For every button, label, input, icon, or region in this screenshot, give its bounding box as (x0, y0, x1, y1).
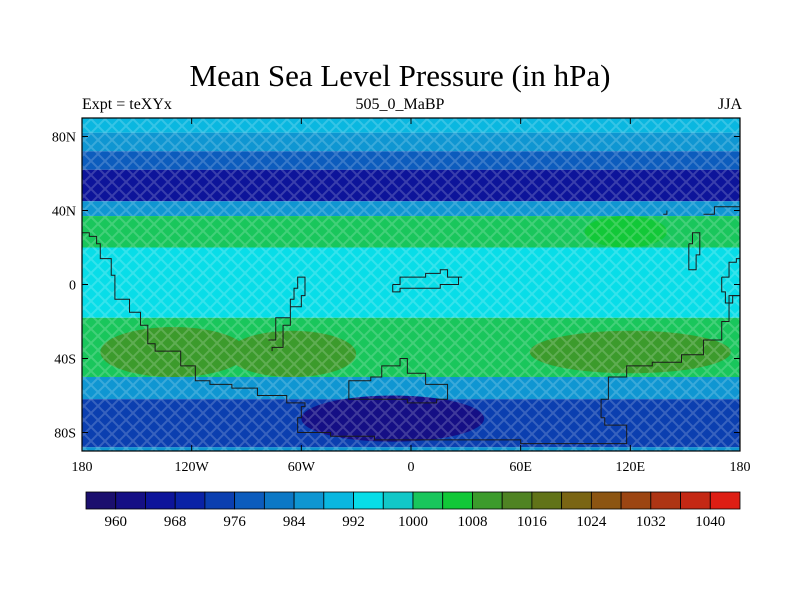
x-tick-label: 180 (730, 460, 751, 475)
coastline-2 (392, 269, 463, 293)
colorbar-swatch (382, 491, 414, 510)
y-tick-label: 80S (54, 427, 76, 442)
colorbar-swatch (293, 491, 325, 510)
colorbar-swatch (620, 491, 652, 510)
colorbar-label: 968 (164, 514, 187, 530)
colorbar-label: 1040 (695, 514, 725, 530)
x-tick-label: 120E (616, 460, 646, 475)
colorbar-swatch (442, 491, 473, 510)
colorbar-label: 976 (223, 514, 246, 530)
coastline-3 (348, 358, 449, 404)
experiment-label: Expt = teXYx (82, 96, 172, 113)
colorbar-swatch (174, 491, 206, 510)
colorbar: 960 968 976 984 992 1000 1008 1016 1024 1032 1040 (85, 491, 741, 530)
axes: 180 120W 60W 0 60E 120E 180 80N 40N 0 40S 80S (52, 118, 751, 475)
y-tick-label: 40S (54, 353, 76, 368)
colorbar-label: 1008 (457, 514, 487, 530)
colorbar-label: 1016 (517, 514, 548, 530)
colorbar-swatch (145, 491, 176, 510)
y-tick-label: 40N (52, 205, 76, 220)
x-tick-label: 60E (509, 460, 532, 475)
colorbar-swatch (709, 491, 741, 510)
coastlines (82, 206, 740, 445)
chart-title: Mean Sea Level Pressure (in hPa) (189, 58, 611, 93)
coastline-4 (703, 206, 740, 215)
colorbar-swatch (501, 491, 533, 510)
x-tick-label: 120W (175, 460, 210, 475)
colorbar-swatch (204, 491, 236, 510)
colorbar-swatch (85, 491, 117, 510)
colorbar-swatch (115, 491, 146, 510)
colorbar-swatch (531, 491, 563, 510)
coastline-7 (663, 210, 668, 215)
colorbar-label: 992 (342, 514, 365, 530)
colorbar-swatch (353, 491, 384, 510)
season-label: JJA (717, 96, 742, 113)
colorbar-label: 1000 (398, 514, 428, 530)
x-tick-label: 180 (72, 460, 93, 475)
colorbar-label: 960 (104, 514, 127, 530)
coastline-6 (721, 247, 740, 304)
colorbar-swatch (590, 491, 622, 510)
colorbar-label: 984 (283, 514, 306, 530)
y-tick-label: 80N (52, 131, 76, 146)
colorbar-swatch (412, 491, 444, 510)
coastline-0 (82, 232, 740, 445)
colorbar-swatch (472, 491, 503, 510)
colorbar-label: 1032 (636, 514, 666, 530)
coastline-5 (688, 232, 701, 271)
colorbar-swatch (650, 491, 681, 510)
colorbar-swatch (263, 491, 295, 510)
hatch-overlay (82, 118, 740, 451)
colorbar-swatch (680, 491, 711, 510)
y-tick-label: 0 (69, 279, 76, 294)
coastline-1 (268, 276, 306, 352)
colorbar-label: 1024 (576, 514, 607, 530)
time-label: 505_0_MaBP (355, 96, 445, 113)
colorbar-swatch (234, 491, 265, 510)
x-tick-label: 60W (288, 460, 316, 475)
colorbar-swatch (561, 491, 592, 510)
x-tick-label: 0 (408, 460, 415, 475)
colorbar-swatch (323, 491, 354, 510)
